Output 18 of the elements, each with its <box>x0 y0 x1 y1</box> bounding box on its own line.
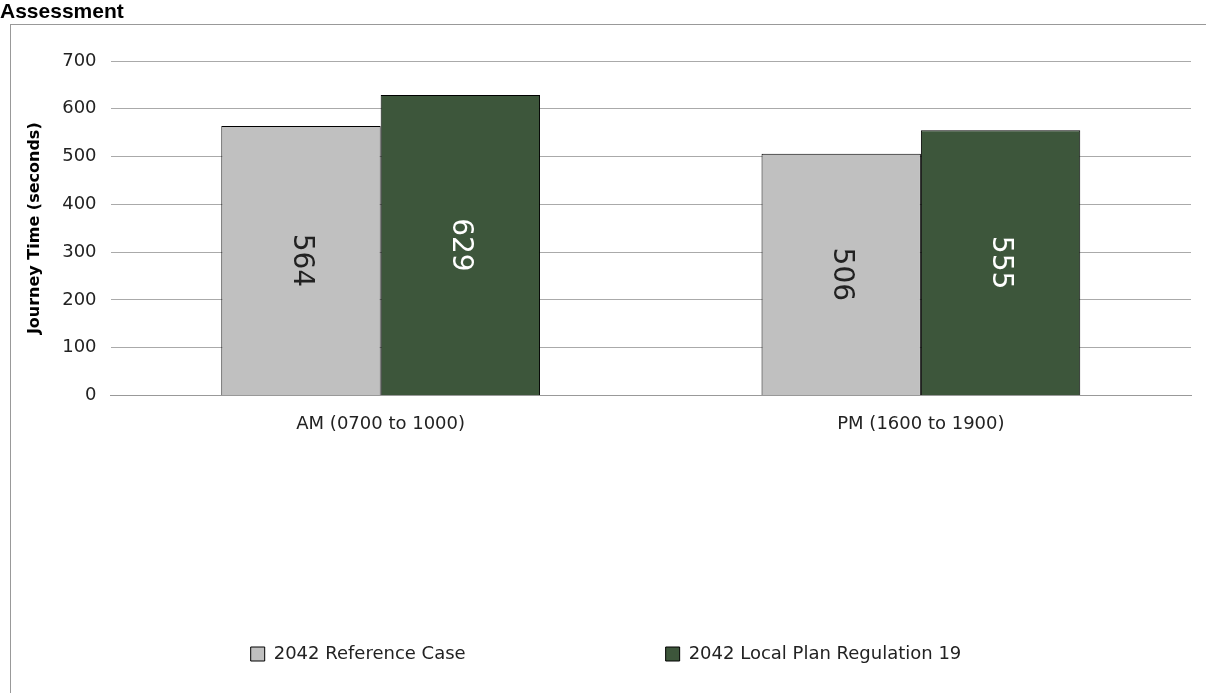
chart-title: Assessment <box>0 0 124 22</box>
y-tick-label: 700 <box>62 48 97 70</box>
x-tick-label: AM (0700 to 1000) <box>296 411 466 433</box>
y-axis-title: Journey Time (seconds) <box>23 122 43 336</box>
y-tick-label: 600 <box>62 96 97 118</box>
legend-label: 2042 Reference Case <box>273 641 466 663</box>
data-label: 555 <box>986 235 1020 290</box>
legend-label: 2042 Local Plan Regulation 19 <box>688 641 962 663</box>
data-label: 564 <box>286 233 320 288</box>
y-tick-label: 200 <box>62 287 97 309</box>
x-tick-label: PM (1600 to 1900) <box>837 411 1005 433</box>
y-tick-label: 500 <box>62 144 97 166</box>
y-tick-label: 300 <box>62 239 97 261</box>
y-tick-label: 100 <box>62 335 97 357</box>
data-label: 506 <box>826 247 860 302</box>
data-label: 629 <box>446 218 480 272</box>
y-tick-label: 0 <box>85 383 97 405</box>
y-tick-label: 400 <box>62 191 97 213</box>
